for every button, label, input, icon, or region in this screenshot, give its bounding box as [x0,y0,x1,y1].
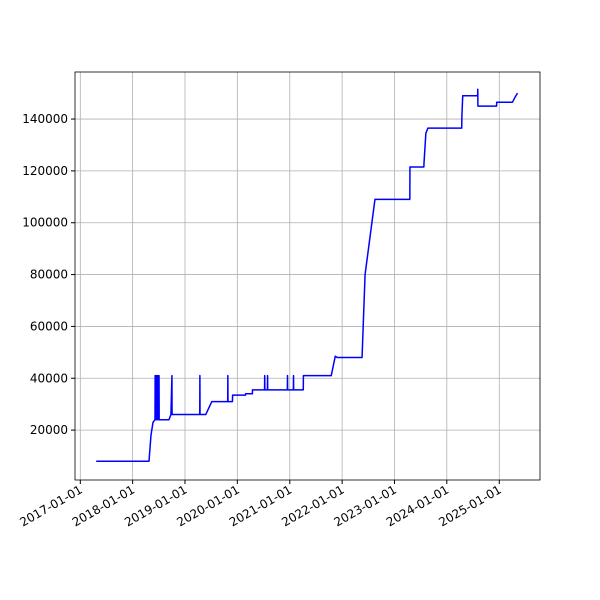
data-line [96,88,519,462]
plot-frame [74,71,541,481]
y-tick-label: 60000 [30,319,68,333]
y-tick-label: 120000 [22,164,68,178]
y-tick-label: 20000 [30,423,68,437]
y-tick-label: 80000 [30,268,68,282]
y-tick-label: 40000 [30,371,68,385]
y-tick-label: 140000 [22,112,68,126]
y-tick-label: 100000 [22,216,68,230]
